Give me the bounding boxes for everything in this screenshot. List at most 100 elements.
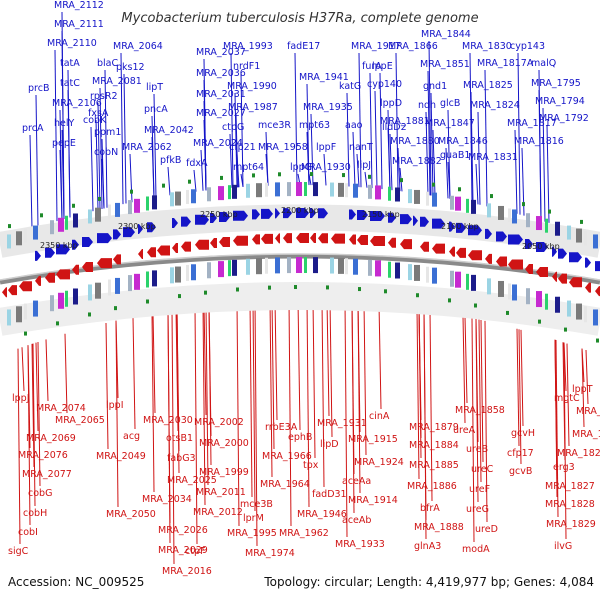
gene-arrow bbox=[157, 245, 170, 256]
feature-bar bbox=[115, 277, 120, 294]
green-mark bbox=[490, 194, 493, 199]
gene-arrow bbox=[252, 234, 260, 245]
feature-bar bbox=[471, 199, 476, 214]
reverse-gene-label: MRA_2026 bbox=[158, 525, 208, 536]
feature-bar bbox=[426, 191, 429, 206]
feature-bar bbox=[275, 182, 280, 197]
reverse-gene-label: lprM bbox=[243, 513, 264, 524]
feature-bar bbox=[287, 257, 291, 274]
feature-bar bbox=[584, 306, 587, 323]
feature-bar bbox=[353, 183, 358, 198]
reverse-gene-label: MRA_2076 bbox=[18, 450, 68, 461]
forward-gene-label: MRA_2037 bbox=[196, 47, 246, 58]
forward-gene-label: lppF bbox=[316, 142, 336, 153]
reverse-gene-label: fadD31 bbox=[312, 489, 347, 500]
feature-bar bbox=[218, 186, 224, 201]
green-mark bbox=[564, 327, 567, 332]
feature-bar bbox=[24, 228, 27, 243]
reverse-gene-label: MRA_2049 bbox=[96, 451, 146, 462]
feature-bar bbox=[170, 267, 174, 284]
green-mark bbox=[40, 213, 43, 218]
feature-bar bbox=[296, 182, 302, 197]
forward-gene-label: pfkB bbox=[160, 155, 181, 166]
reverse-gene-label: MRA_1829 bbox=[546, 519, 596, 530]
gene-arrow bbox=[569, 252, 582, 263]
feature-bar bbox=[108, 204, 111, 219]
feature-bar bbox=[88, 209, 92, 224]
forward-gene-label: helY bbox=[54, 118, 75, 129]
feature-bar bbox=[414, 264, 420, 281]
forward-gene-label: MRA_1930 bbox=[301, 162, 351, 173]
reverse-gene-label: MRA_1858 bbox=[455, 405, 505, 416]
position-tick-label: 2300 kbp bbox=[118, 222, 156, 231]
gene-arrow bbox=[558, 248, 567, 259]
green-mark bbox=[580, 219, 583, 224]
forward-gene-label: MRA_1880 bbox=[390, 136, 440, 147]
reverse-gene-label: mgtC bbox=[554, 393, 580, 404]
feature-bar bbox=[388, 186, 391, 201]
feature-bar bbox=[368, 184, 372, 199]
feature-bar bbox=[330, 257, 334, 274]
reverse-gene-label: lipD bbox=[320, 439, 339, 450]
gene-arrow bbox=[219, 237, 230, 248]
feature-bar bbox=[487, 203, 491, 218]
gene-arrow bbox=[449, 246, 455, 257]
reverse-gene-label: ephB bbox=[288, 432, 312, 443]
gene-arrow bbox=[181, 216, 191, 227]
green-mark bbox=[88, 312, 91, 317]
green-mark bbox=[506, 310, 509, 315]
feature-bar bbox=[265, 182, 268, 197]
forward-gene-label: cobN bbox=[94, 147, 118, 158]
feature-bar bbox=[175, 191, 181, 206]
gene-arrow bbox=[261, 208, 273, 219]
forward-gene-label: MRA_1830 bbox=[462, 41, 512, 52]
green-mark bbox=[8, 224, 11, 229]
summary-text: Topology: circular; Length: 4,419,977 bp… bbox=[263, 575, 594, 589]
feature-bar bbox=[304, 182, 307, 197]
forward-gene-label: MRA_1825 bbox=[463, 80, 513, 91]
feature-bar bbox=[207, 262, 211, 279]
gene-arrow bbox=[349, 234, 356, 245]
reverse-gene-label: mce3B bbox=[240, 499, 273, 510]
green-mark bbox=[114, 306, 117, 311]
gene-arrow bbox=[595, 286, 600, 297]
forward-gene-label: MRA_1990 bbox=[227, 81, 277, 92]
feature-bar bbox=[287, 182, 291, 197]
reverse-gene-label: tpx bbox=[303, 460, 319, 471]
green-mark bbox=[252, 173, 255, 178]
green-mark bbox=[368, 174, 371, 179]
green-mark bbox=[236, 287, 239, 292]
reverse-gene-label: modA bbox=[462, 544, 490, 555]
forward-gene-label: gnd1 bbox=[423, 81, 447, 92]
green-mark bbox=[146, 299, 149, 304]
forward-gene-label: MRA_1794 bbox=[535, 96, 585, 107]
forward-gene-label: cobK bbox=[83, 115, 107, 126]
gene-arrow bbox=[138, 249, 143, 260]
forward-gene-label: katG bbox=[339, 81, 361, 92]
feature-bar bbox=[246, 258, 250, 275]
forward-gene-label: mpt64 bbox=[233, 162, 264, 173]
inner-feature-ring bbox=[0, 282, 600, 336]
green-mark bbox=[278, 172, 281, 177]
feature-bar bbox=[186, 264, 189, 281]
feature-bar bbox=[338, 257, 344, 274]
reverse-gene-label: cobG bbox=[28, 488, 52, 499]
feature-bar bbox=[466, 273, 469, 290]
forward-gene-label: pncA bbox=[144, 104, 168, 115]
gene-arrow bbox=[468, 250, 482, 261]
gene-arrow bbox=[219, 212, 230, 223]
reverse-gene-label: MRA_1964 bbox=[260, 479, 310, 490]
forward-gene-label: prcA bbox=[22, 123, 44, 134]
green-mark bbox=[326, 285, 329, 290]
reverse-gene-label: glnA3 bbox=[414, 541, 441, 552]
reverse-gene-label: ureF bbox=[469, 484, 490, 495]
reverse-gene-label: MRA_1974 bbox=[245, 548, 295, 559]
gene-arrow bbox=[349, 209, 356, 220]
feature-bar bbox=[7, 309, 11, 326]
gene-arrow bbox=[318, 233, 328, 244]
gene-arrow bbox=[468, 225, 482, 236]
gene-arrow bbox=[525, 238, 533, 249]
reverse-gene-label: rrbE3A bbox=[265, 422, 298, 433]
green-mark bbox=[538, 319, 541, 324]
feature-bar bbox=[146, 271, 149, 288]
